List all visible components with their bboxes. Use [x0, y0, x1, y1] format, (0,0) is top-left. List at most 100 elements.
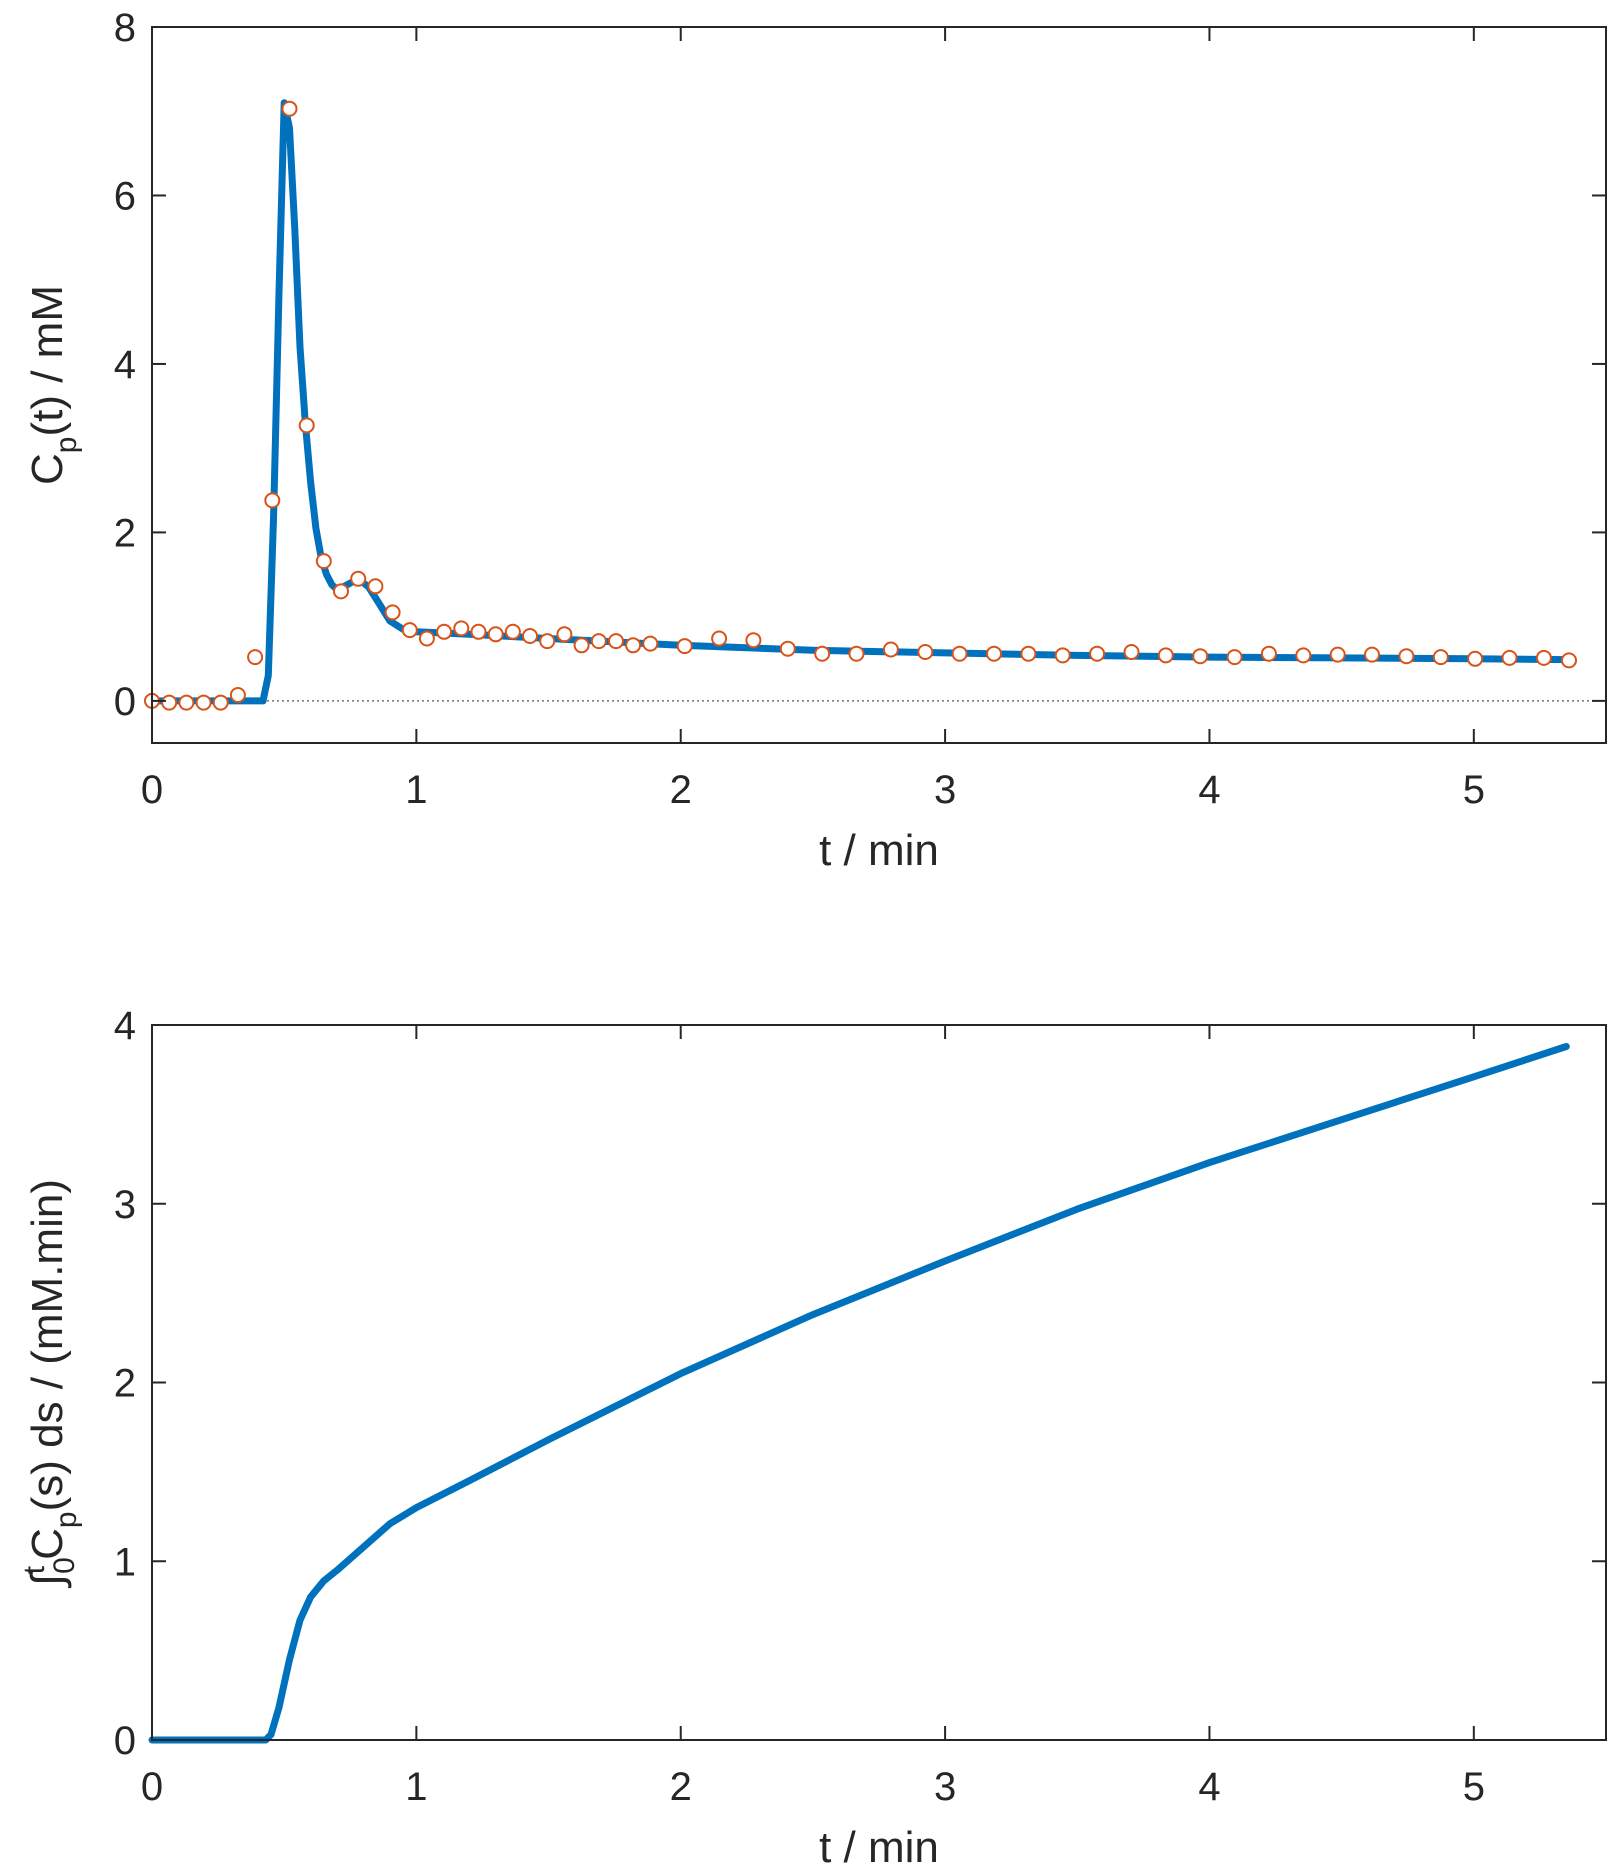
data-point	[298, 417, 315, 434]
data-point	[711, 630, 728, 647]
data-point	[951, 645, 968, 662]
data-point	[453, 620, 470, 637]
plasma-concentration-chart: 0 1 2 3 4 5 0 2 4 6 8 t / min Cp(t) / mM	[23, 6, 1607, 875]
y-tick-label: 0	[114, 1719, 136, 1763]
x-axis-label: t / min	[819, 1823, 939, 1867]
x-tick-label: 3	[934, 1765, 956, 1809]
data-point	[625, 637, 642, 654]
data-point	[247, 649, 264, 666]
x-tick-label: 1	[405, 768, 427, 812]
data-point	[676, 638, 693, 655]
data-point	[367, 578, 384, 595]
data-point	[195, 694, 212, 711]
data-point	[917, 644, 934, 660]
data-point	[814, 645, 831, 662]
integrated-concentration-chart: 0 1 2 3 4 5 0 1 2 3 4 t / min ∫0tCp(s) ds / (mM.m…	[18, 1004, 1607, 1867]
data-point	[556, 626, 573, 643]
x-axis-ticks: 0 1 2 3 4 5	[141, 1025, 1485, 1809]
data-point	[350, 570, 367, 587]
data-point	[848, 645, 865, 662]
data-point	[436, 623, 453, 640]
data-point	[384, 604, 401, 621]
data-point	[315, 553, 332, 570]
x-tick-label: 0	[141, 1765, 163, 1809]
data-point	[264, 492, 281, 509]
y-tick-label: 2	[114, 1362, 136, 1406]
y-tick-label: 0	[114, 680, 136, 724]
y-tick-label: 2	[114, 511, 136, 555]
data-point	[487, 626, 504, 643]
data-point	[212, 694, 229, 711]
y-tick-label: 4	[114, 343, 136, 387]
y-axis-label: ∫0tCp(s) ds / (mM.min)	[18, 1179, 83, 1589]
y-axis-ticks: 0 2 4 6 8	[114, 6, 1606, 724]
data-point	[522, 628, 538, 644]
x-tick-label: 5	[1463, 768, 1485, 812]
y-tick-label: 6	[114, 174, 136, 218]
data-point	[1467, 650, 1484, 667]
data-point	[539, 633, 556, 650]
data-point	[1226, 649, 1243, 666]
data-point	[1501, 649, 1518, 666]
data-point	[1329, 646, 1346, 663]
data-point	[1123, 644, 1140, 660]
y-axis-label-subscript: p	[50, 1511, 83, 1528]
data-point	[1295, 647, 1312, 664]
data-point	[1364, 646, 1380, 663]
data-point	[401, 622, 418, 639]
data-point	[882, 641, 899, 658]
x-axis-ticks: 0 1 2 3 4 5	[141, 27, 1485, 812]
data-series	[144, 100, 1577, 711]
data-point	[573, 637, 590, 654]
data-point	[281, 100, 298, 117]
y-axis-label-subscript: p	[50, 437, 83, 454]
cumulative-series	[148, 1043, 1570, 1744]
y-axis-label-main: C	[23, 453, 72, 485]
y-axis-label-c: C	[23, 1528, 72, 1560]
plot-frame	[151, 26, 1607, 744]
x-axis-label: t / min	[819, 826, 939, 875]
x-tick-label: 2	[670, 768, 692, 812]
cumulative-line	[148, 1043, 1570, 1744]
data-point	[178, 694, 195, 711]
data-point	[745, 632, 762, 649]
x-tick-label: 0	[141, 768, 163, 812]
plot-frame	[151, 1024, 1607, 1741]
data-point	[470, 623, 487, 640]
data-point	[1054, 647, 1071, 664]
data-point	[1157, 647, 1174, 664]
data-point	[608, 633, 624, 650]
data-point	[986, 645, 1002, 662]
data-point	[779, 640, 796, 657]
x-tick-label: 4	[1198, 1765, 1220, 1809]
y-axis-label: Cp(t) / mM	[23, 285, 83, 485]
data-point	[229, 687, 246, 703]
data-point	[333, 583, 349, 600]
data-point	[504, 623, 521, 640]
x-tick-label: 4	[1198, 768, 1220, 812]
x-tick-label: 2	[670, 1765, 692, 1809]
y-axis-ticks: 0 1 2 3 4	[114, 1004, 1606, 1763]
y-tick-label: 4	[114, 1004, 136, 1048]
data-point	[1561, 652, 1577, 669]
data-point	[642, 635, 659, 652]
data-point	[1432, 649, 1449, 666]
data-point	[161, 694, 178, 711]
y-tick-label: 3	[114, 1183, 136, 1227]
fit-series	[148, 99, 1570, 705]
x-tick-label: 1	[405, 1765, 427, 1809]
data-point	[1260, 645, 1277, 662]
y-axis-label-rest: (s) ds / (mM.min)	[23, 1179, 72, 1511]
x-tick-label: 3	[934, 768, 956, 812]
y-tick-label: 8	[114, 6, 136, 50]
data-point	[1020, 645, 1037, 662]
data-point	[1535, 649, 1552, 666]
data-point	[1398, 648, 1415, 665]
y-tick-label: 1	[114, 1540, 136, 1584]
data-point	[418, 630, 435, 647]
y-axis-label-rest: (t) / mM	[23, 285, 72, 437]
x-tick-label: 5	[1463, 1765, 1485, 1809]
integral-lower-limit: 0	[48, 1557, 81, 1574]
data-point	[1089, 645, 1106, 662]
